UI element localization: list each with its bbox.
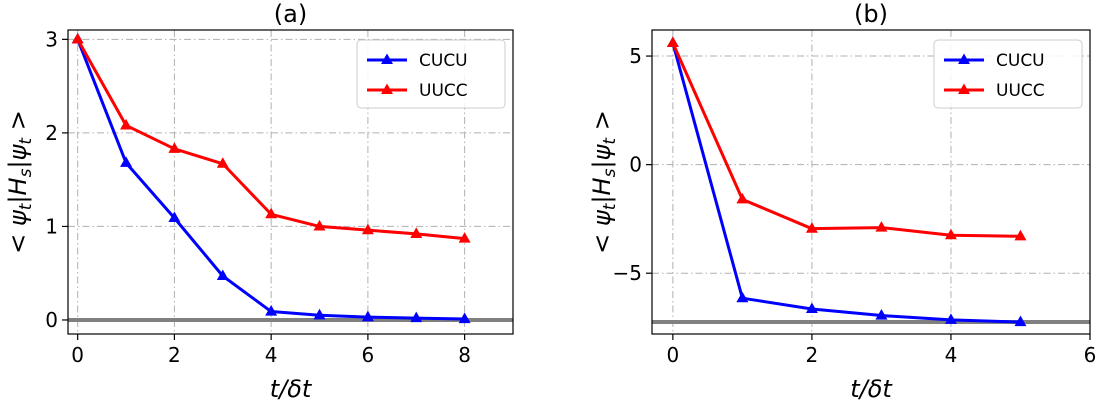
data-point-uucc [168, 142, 181, 153]
data-point-uucc [265, 207, 278, 219]
legend-label-uucc: UUCC [996, 81, 1045, 101]
chart-title: (a) [274, 0, 307, 28]
series-line-cucu [671, 42, 1021, 324]
data-point-uucc [875, 221, 888, 232]
x-tick-label: 2 [168, 343, 181, 367]
data-point-cucu [361, 310, 374, 322]
data-point-cucu [168, 211, 181, 223]
data-point-cucu [944, 313, 957, 324]
y-tick-label: 0 [45, 308, 58, 332]
x-tick-label: 6 [362, 343, 375, 367]
data-point-uucc [805, 222, 818, 233]
legend-marker-uucc [381, 83, 393, 95]
legend-marker-uucc [958, 83, 970, 95]
data-point-uucc [666, 36, 679, 48]
legend-label-uucc: UUCC [419, 81, 468, 101]
data-point-uucc [1014, 229, 1027, 241]
data-point-uucc [458, 232, 471, 243]
data-point-cucu [736, 291, 749, 303]
x-tick-label: 4 [945, 343, 958, 367]
data-point-uucc [313, 219, 326, 231]
data-point-cucu [805, 302, 818, 314]
x-axis-label: t/δt [850, 375, 893, 403]
data-point-uucc [71, 32, 84, 44]
legend-marker-cucu [381, 53, 393, 65]
data-point-cucu [120, 156, 133, 167]
legend: CUCU UUCC [356, 39, 506, 109]
data-point-uucc [736, 192, 749, 204]
data-point-uucc [120, 118, 133, 130]
y-tick-label: 2 [45, 121, 58, 145]
y-tick-label: −5 [613, 261, 642, 285]
x-tick-label: 8 [458, 343, 471, 367]
y-axis-label: < ψt|Hs|ψt > [588, 110, 620, 254]
x-tick-label: 0 [666, 343, 679, 367]
y-axis-label: < ψt|Hs|ψt > [4, 110, 36, 254]
data-point-cucu [216, 269, 229, 281]
data-point-cucu [875, 309, 888, 320]
y-tick-label: 1 [45, 214, 58, 238]
data-point-cucu [1014, 315, 1027, 327]
chart-a: 0 2 4 6 8 0 1 2 3 (a) t/δt < ψt|Hs|ψt > CUCU UUCC [4, 0, 514, 403]
legend-label-cucu: CUCU [996, 51, 1045, 71]
chart-b: 0 2 4 6 −5 0 5 (b) t/δt < ψt|Hs|ψt > CUCU UUCC [588, 0, 1096, 403]
plot-frame [67, 29, 514, 335]
chart-title: (b) [854, 0, 888, 28]
x-tick-label: 0 [71, 343, 84, 367]
legend-label-cucu: CUCU [419, 51, 468, 71]
data-point-cucu [410, 311, 423, 323]
data-point-cucu [313, 308, 326, 320]
y-tick-label: 3 [45, 27, 58, 51]
data-point-uucc [216, 157, 229, 168]
y-tick-label: 0 [629, 153, 642, 177]
data-point-uucc [361, 223, 374, 235]
series-line-uucc [671, 42, 1021, 238]
plot-frame [651, 29, 1091, 335]
x-tick-label: 4 [265, 343, 278, 367]
data-point-uucc [944, 228, 957, 240]
legend-marker-cucu [958, 53, 970, 65]
data-point-uucc [410, 227, 423, 238]
y-tick-label: 5 [629, 44, 642, 68]
x-tick-label: 6 [1084, 343, 1097, 367]
data-point-cucu [458, 312, 471, 324]
x-tick-label: 2 [806, 343, 819, 367]
x-axis-label: t/δt [270, 375, 313, 403]
data-point-cucu [265, 305, 278, 316]
legend: CUCU UUCC [933, 39, 1083, 109]
